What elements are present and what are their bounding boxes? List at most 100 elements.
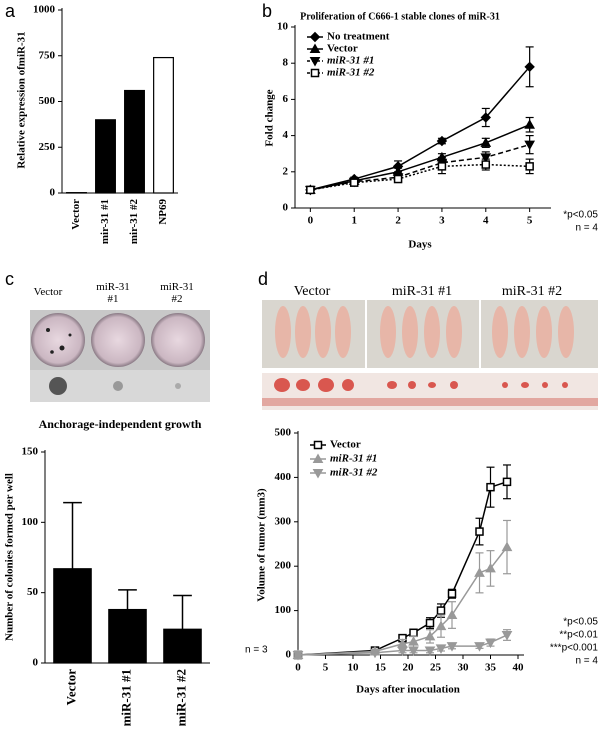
marker [306, 185, 315, 195]
photo-label: miR-31 #1 [96, 281, 130, 305]
marker [292, 651, 304, 661]
panel-label: a [5, 1, 16, 21]
marker [447, 589, 457, 598]
marker [408, 646, 419, 657]
y-tick-label: 500 [275, 427, 292, 439]
marker [501, 631, 513, 641]
x-axis-label: Days [408, 239, 432, 251]
x-tick-label: NP69 [157, 199, 169, 225]
series-line [297, 481, 508, 656]
marker [436, 606, 446, 615]
series-line [310, 143, 530, 191]
legend-label: miR-31 #1 [330, 453, 377, 465]
photo-label: Vector [33, 286, 63, 298]
x-tick-label: 30 [458, 662, 470, 674]
panel-label: c [5, 269, 14, 289]
y-tick-label: 500 [39, 95, 56, 107]
bar [53, 568, 92, 664]
x-tick-label: miR-31 #1 [118, 669, 133, 726]
x-tick-label: Vector [63, 669, 78, 706]
y-tick-label: 100 [275, 604, 292, 616]
annotation: n = 4 [575, 223, 598, 234]
marker [480, 112, 491, 123]
legend-marker [309, 57, 321, 67]
y-tick-label: 4 [283, 129, 289, 141]
legend-label: Vector [330, 439, 361, 451]
marker [409, 628, 418, 638]
marker [524, 61, 535, 73]
x-tick-label: 40 [513, 662, 525, 674]
annotation: n = 3 [245, 645, 268, 656]
legend-label: Vector [327, 43, 358, 55]
marker [435, 620, 447, 631]
x-tick-label: 0 [308, 215, 314, 227]
x-tick-label: Vector [70, 199, 82, 230]
series-line [310, 163, 530, 191]
x-tick-label: 3 [439, 215, 445, 227]
y-tick-label: 10 [277, 21, 289, 33]
bar [153, 56, 174, 194]
legend-label: No treatment [327, 31, 390, 43]
photo-label: miR-31 #1 [391, 284, 453, 299]
marker [435, 644, 447, 654]
bar [124, 89, 145, 194]
x-tick-label: 20 [403, 662, 415, 674]
annotation: *p<0.05 [563, 210, 598, 221]
x-tick-label: 5 [527, 215, 533, 227]
x-tick-label: mir-31 #1 [99, 199, 111, 244]
marker [474, 642, 485, 652]
panel-label: d [258, 269, 268, 289]
photo-label: miR-31 #2 [160, 281, 194, 305]
x-tick-label: 1 [351, 215, 357, 227]
mouse-photo [262, 300, 598, 410]
bar [163, 628, 202, 664]
marker [485, 638, 496, 649]
marker [446, 609, 458, 620]
marker [501, 541, 513, 552]
marker [446, 642, 458, 652]
marker [480, 153, 492, 163]
x-tick-label: 35 [485, 662, 497, 674]
y-tick-label: 8 [283, 57, 289, 69]
marker [524, 140, 536, 151]
y-tick-label: 0 [283, 202, 289, 214]
x-tick-label: 25 [430, 662, 442, 674]
x-tick-label: 2 [395, 215, 401, 227]
y-axis-label: Relative expression ofmiR-31 [16, 31, 28, 168]
annotation: ***p<0.001 [550, 643, 599, 654]
marker [437, 162, 447, 171]
marker [525, 162, 534, 171]
x-axis-label: Days after inoculation [356, 684, 460, 696]
chart-title: Proliferation of C666-1 stable clones of… [300, 11, 500, 22]
marker [475, 527, 484, 536]
panel-label: b [262, 1, 272, 21]
y-tick-label: 300 [275, 515, 292, 527]
y-axis-label: Number of colonies formed per well [4, 473, 16, 641]
legend-marker [313, 440, 323, 450]
legend-marker [309, 43, 321, 53]
marker [486, 482, 495, 492]
bar [95, 119, 116, 194]
chart-title: Anchorage-independent growth [39, 417, 202, 431]
legend-marker [312, 453, 324, 463]
colony-photo [30, 310, 210, 402]
annotation: **p<0.01 [559, 630, 598, 641]
marker [524, 119, 536, 129]
y-tick-label: 150 [22, 446, 39, 458]
y-tick-label: 400 [275, 471, 292, 483]
y-tick-label: 50 [27, 586, 39, 598]
legend-label: miR-31 #2 [327, 67, 375, 79]
legend-marker [309, 31, 321, 43]
y-tick-label: 6 [283, 93, 289, 105]
y-axis-label: Volume of tumor (mm3) [256, 488, 268, 602]
y-tick-label: 1000 [33, 4, 56, 16]
marker [481, 160, 491, 169]
marker [425, 618, 435, 628]
x-tick-label: mir-31 #2 [128, 199, 140, 245]
legend-marker [310, 68, 320, 78]
y-tick-label: 2 [283, 165, 289, 177]
marker [436, 135, 448, 147]
y-axis-label: Fold change [264, 89, 276, 146]
series-line [297, 546, 508, 656]
